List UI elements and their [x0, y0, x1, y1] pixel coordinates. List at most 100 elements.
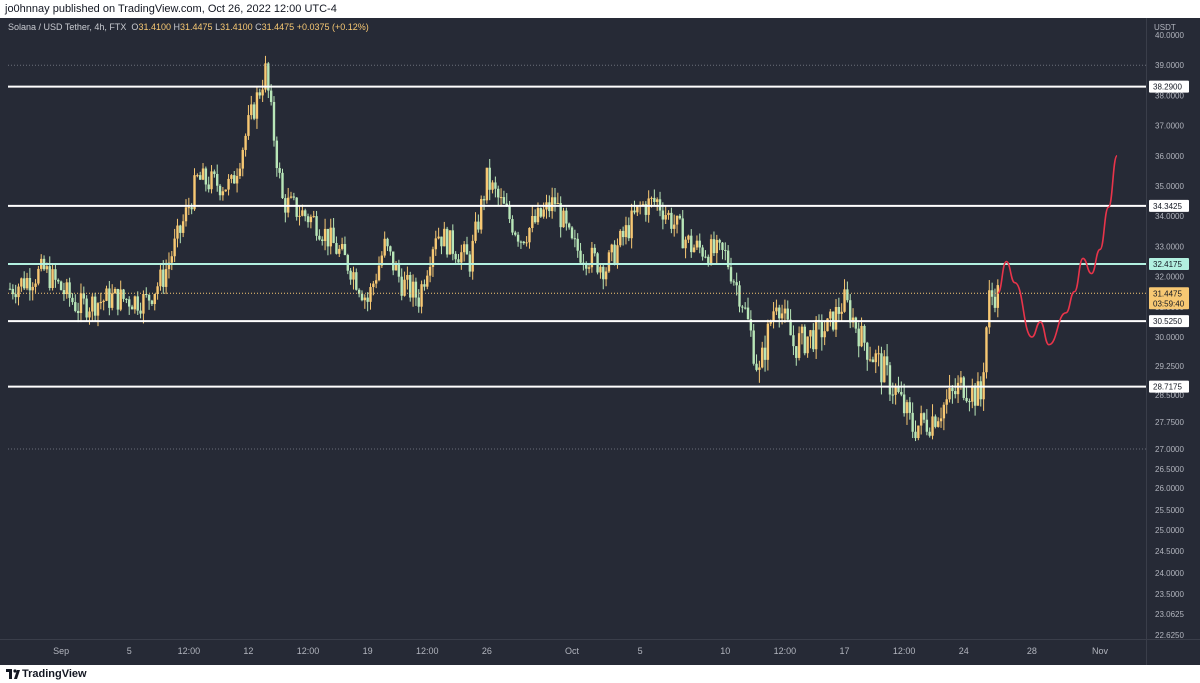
- chart-legend: Solana / USD Tether, 4h, FTX O31.4100 H3…: [8, 22, 369, 32]
- candle-body: [298, 215, 301, 217]
- candle: [14, 284, 17, 304]
- price-tick-label: 33.0000: [1155, 242, 1184, 251]
- candle: [122, 288, 125, 302]
- candle-body: [37, 268, 40, 284]
- candle: [414, 277, 418, 306]
- candle: [871, 356, 875, 363]
- candle-body: [897, 386, 900, 392]
- candle-body: [965, 397, 968, 402]
- candle-body: [772, 311, 775, 323]
- horizontal-levels: [8, 64, 1146, 450]
- publisher-bar: jo0hnnay published on TradingView.com, O…: [0, 0, 1200, 18]
- candle: [917, 425, 920, 441]
- time-axis[interactable]: [0, 639, 1146, 665]
- candle: [803, 324, 806, 356]
- candle: [374, 273, 378, 289]
- candle-body: [681, 218, 684, 249]
- candle-body: [355, 272, 358, 290]
- candle-body: [587, 267, 591, 269]
- candle: [235, 168, 239, 193]
- candle-body: [428, 266, 432, 276]
- candle: [261, 79, 264, 102]
- candle: [360, 290, 364, 302]
- candle-body: [758, 367, 761, 370]
- candle-body: [93, 296, 97, 316]
- candle: [843, 279, 846, 313]
- candle: [497, 185, 500, 206]
- level-tag-label: 28.7175: [1153, 383, 1182, 392]
- open-label: O: [131, 22, 139, 32]
- candle: [840, 303, 843, 322]
- candle-body: [485, 167, 489, 201]
- candle-body: [389, 246, 392, 252]
- candle: [471, 234, 474, 280]
- candle: [914, 420, 917, 442]
- candle-body: [650, 197, 653, 199]
- candle-body: [585, 263, 588, 269]
- candle: [619, 229, 622, 248]
- publisher-text: jo0hnnay published on TradingView.com, O…: [5, 3, 337, 15]
- footer-brand[interactable]: TradingView: [22, 668, 87, 680]
- candle-body: [79, 293, 83, 314]
- candle: [621, 226, 625, 246]
- candle: [553, 188, 557, 212]
- candle-body: [533, 216, 537, 223]
- candle: [377, 256, 381, 282]
- candle-body: [88, 311, 91, 318]
- price-tick-label: 24.5000: [1155, 547, 1184, 556]
- candle-body: [272, 101, 276, 141]
- candle-body: [951, 388, 954, 392]
- candle: [579, 242, 582, 265]
- candle: [729, 257, 733, 284]
- candle: [179, 224, 182, 244]
- price-axis[interactable]: [1146, 18, 1200, 639]
- candle: [298, 205, 301, 226]
- candle-body: [471, 240, 474, 272]
- candle-body: [653, 197, 656, 202]
- candle-body: [976, 381, 980, 406]
- high-label: H: [173, 22, 181, 32]
- candle-body: [68, 282, 71, 298]
- candle: [278, 162, 281, 179]
- price-tags: 38.2900 34.3425 32.4175 30.5250 28.7175 31.44…: [1149, 80, 1189, 393]
- candle-body: [482, 199, 486, 201]
- candle-body: [54, 269, 57, 280]
- chart-area[interactable]: [0, 18, 1146, 639]
- candle: [423, 279, 426, 291]
- candle-body: [880, 353, 883, 383]
- candle: [156, 282, 159, 300]
- close-value: 31.4475: [261, 22, 295, 32]
- candle-body: [14, 294, 17, 298]
- candle-body: [122, 289, 125, 299]
- candle-body: [440, 236, 443, 247]
- candle-body: [630, 210, 633, 239]
- candle: [919, 405, 923, 435]
- candle-body: [400, 276, 403, 296]
- candle-body: [939, 418, 943, 422]
- candle: [443, 221, 446, 247]
- candle-body: [309, 216, 313, 223]
- candle: [613, 240, 616, 266]
- candle: [292, 192, 296, 201]
- candle: [885, 344, 889, 376]
- candle-body: [883, 356, 886, 383]
- candle: [139, 302, 142, 319]
- candle: [201, 163, 205, 181]
- price-tick-label: 22.6250: [1155, 631, 1184, 640]
- candle: [937, 417, 940, 428]
- candle: [457, 254, 460, 263]
- time-tick-label: 12:00: [416, 646, 439, 656]
- candle: [709, 234, 713, 266]
- price-tick-label: 36.0000: [1155, 152, 1184, 161]
- candle-body: [218, 185, 222, 196]
- candle-body: [746, 307, 750, 320]
- candle: [136, 291, 139, 316]
- candle-body: [721, 242, 724, 250]
- candle-body: [329, 227, 332, 247]
- candle: [315, 210, 318, 241]
- candle-body: [553, 197, 557, 204]
- candle: [281, 168, 284, 200]
- level-price-tag: 32.4175: [1149, 257, 1189, 270]
